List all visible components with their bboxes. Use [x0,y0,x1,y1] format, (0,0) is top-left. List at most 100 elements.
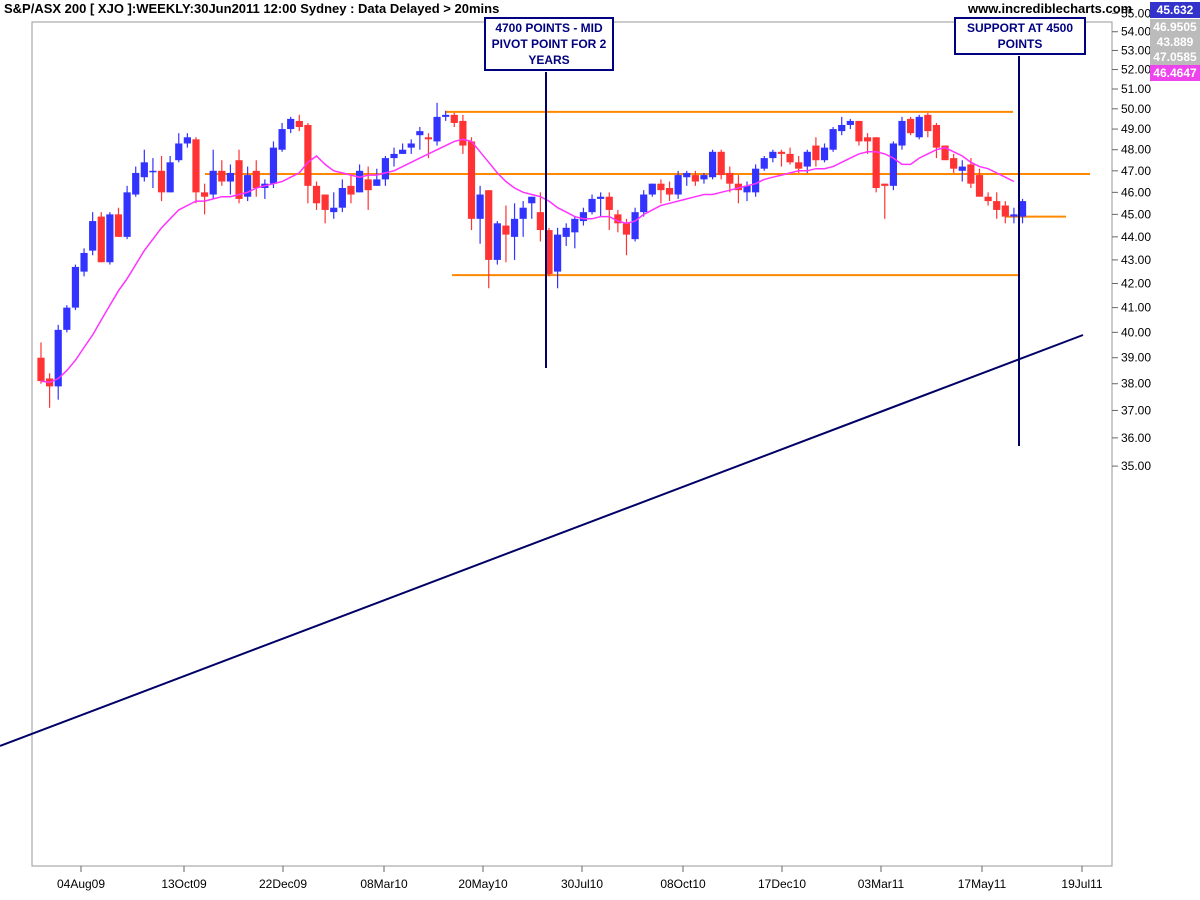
candle-body [312,185,321,204]
candle-body [708,151,717,178]
candle-body [97,216,105,263]
trendline [0,334,1084,747]
candle-body [295,120,303,128]
support-annotation: SUPPORT AT 4500 POINTS [954,17,1086,55]
candle-body [140,162,148,178]
candle-body [407,143,415,148]
candle-body [863,137,872,142]
y-tick-label: 37.00 [1121,403,1151,417]
annotation-pointers [545,56,1020,446]
candle-body [898,120,906,146]
candle-body [975,175,984,197]
candle-body [622,223,631,235]
candle-body [338,188,346,208]
candle-body [149,170,157,173]
candle-body [657,183,665,191]
candle-body [889,143,897,186]
candle-body [510,218,519,237]
y-tick-label: 40.00 [1121,325,1151,339]
y-tick-label: 54.00 [1121,25,1151,39]
candle-body [803,151,811,167]
candle-body [183,137,191,144]
candle-body [932,124,941,148]
candle-body [71,266,80,308]
candle-body [459,120,467,146]
candle-body [287,118,295,130]
candle-body [924,114,932,132]
candle-body [218,170,226,182]
y-tick-label: 45.00 [1121,207,1151,221]
candle-body [752,168,760,193]
candle-body [846,120,854,125]
candle-body [683,172,691,178]
candle-body [450,114,458,123]
candle-body [665,188,674,195]
y-tick-label: 38.00 [1121,377,1151,391]
pivot-annotation: 4700 POINTS - MID PIVOT POINT FOR 2 YEAR… [484,17,614,71]
y-tick-label: 53.00 [1121,43,1151,57]
y-tick-label: 51.00 [1121,82,1151,96]
candle-body [355,170,364,193]
candle-body [907,118,915,134]
candle-body [467,141,476,219]
candle-body [166,162,174,193]
y-tick-label: 44.00 [1121,230,1151,244]
candle-body [321,194,329,210]
candle-body [614,214,622,224]
candle-body [80,252,88,272]
y-tick-label: 47.00 [1121,164,1151,178]
candle-body [528,196,536,204]
candle-body [390,153,398,159]
x-tick-label: 30Jul10 [561,877,603,891]
y-tick-label: 46.00 [1121,185,1151,199]
candle-body [502,225,510,235]
candle-body [1018,201,1027,217]
y-tick-label: 35.00 [1121,459,1151,473]
ma-line [40,138,1015,384]
candles [37,102,1027,408]
candle-body [691,175,699,182]
y-tick-label: 36.00 [1121,431,1151,445]
candle-body [640,194,648,213]
x-tick-label: 03Mar11 [858,877,905,891]
candle-body [235,160,243,199]
site-link[interactable]: www.incrediblecharts.com [968,1,1133,16]
candle-body [597,196,605,199]
candle-body [579,212,588,222]
candle-body [476,194,484,219]
candle-body [674,175,682,195]
x-tick-label: 17Dec10 [758,877,806,891]
candle-body [63,307,71,330]
candle-body [278,129,286,150]
candle-body [605,196,613,210]
candle-body [545,230,553,274]
candle-body [493,223,501,260]
x-tick-label: 04Aug09 [57,877,105,891]
candle-body [993,201,1001,210]
candle-body [631,212,639,240]
candle-body [519,207,527,219]
x-tick-label: 08Oct10 [660,877,706,891]
candle-body [200,192,209,197]
candle-body [373,179,381,186]
candle-body [700,175,708,180]
candle-body [795,162,803,169]
x-tick-label: 13Oct09 [161,877,207,891]
x-tick-label: 20May10 [458,877,508,891]
candle-body [54,329,62,387]
candle-body [192,139,200,193]
candle-body [442,114,450,117]
candle-body [760,158,768,169]
y-tick-label: 52.00 [1121,63,1151,77]
candle-body [769,151,777,159]
candle-body [726,172,734,184]
candle-body [984,196,992,202]
candle-body [269,147,278,184]
candle-body [648,183,656,195]
y-tick-label: 48.00 [1121,143,1151,157]
x-tick-label: 22Dec09 [259,877,307,891]
x-tick-label: 08Mar10 [360,877,408,891]
y-tick-label: 42.00 [1121,276,1151,290]
y-tick-label: 49.00 [1121,122,1151,136]
